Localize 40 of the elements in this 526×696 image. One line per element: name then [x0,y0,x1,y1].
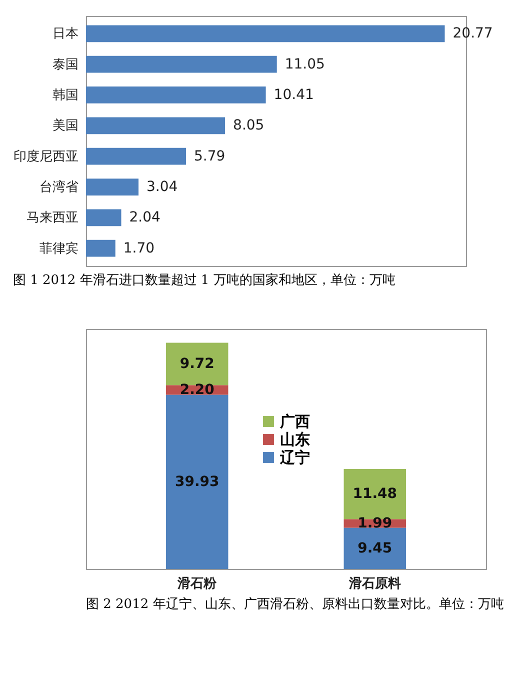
bar [344,528,406,569]
bar [86,148,186,165]
y-tick-label: 日本 [52,26,78,42]
x-tick-label: 滑石粉 [176,576,218,592]
y-tick-label: 台湾省 [40,179,78,196]
data-label: 1.99 [358,515,392,532]
data-label: 3.04 [146,179,178,196]
bar [86,178,139,196]
caption: 图 2 2012 年辽宁、山东、广西滑石粉、原料出口数量对比。单位：万吨 [86,596,504,612]
y-tick-label: 韩国 [52,88,78,103]
data-label: 11.05 [284,56,325,72]
data-label: 9.45 [358,540,392,556]
data-label: 2.20 [180,382,215,398]
bar [86,240,116,257]
data-label: 20.77 [452,26,493,42]
data-label: 2.04 [129,210,160,226]
bar [86,86,266,104]
data-label: 1.70 [123,240,155,256]
y-tick-label: 马来西亚 [26,210,78,226]
bar [86,117,226,134]
data-label: 39.93 [174,474,220,490]
data-label: 9.72 [180,356,214,372]
legend-label: 广西 [279,412,310,430]
bar [166,394,228,569]
data-label: 11.48 [352,486,398,502]
y-tick-label: 美国 [52,118,78,134]
bar [86,56,277,73]
data-label: 5.79 [194,148,226,164]
y-tick-label: 泰国 [52,57,78,72]
legend-label: 山东 [280,430,310,448]
caption: 图 1 2012 年滑石进口数量超过 1 万吨的国家和地区，单位：万吨 [13,272,396,288]
bar [86,209,122,226]
x-tick-label: 滑石原料 [348,576,401,592]
data-label: 10.41 [274,86,314,103]
bar [166,342,228,386]
data-label: 8.05 [233,118,264,134]
legend-label: 辽宁 [279,448,310,466]
bar [86,25,445,42]
y-tick-label: 菲律宾 [40,240,78,256]
y-tick-label: 印度尼西亚 [14,148,78,164]
